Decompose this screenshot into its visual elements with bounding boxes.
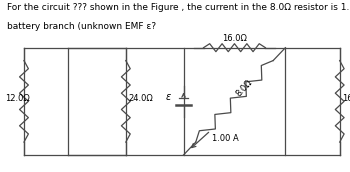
Text: 24.0Ω: 24.0Ω (128, 94, 153, 103)
Text: For the circuit ??? shown in the Figure , the current in the 8.0Ω resistor is 1.: For the circuit ??? shown in the Figure … (7, 3, 350, 12)
Text: 16.0Ω: 16.0Ω (222, 34, 247, 43)
Text: 1.00 A: 1.00 A (212, 133, 239, 143)
Text: battery branch (unknown EMF ε?: battery branch (unknown EMF ε? (7, 22, 156, 31)
Text: 16.0Ω: 16.0Ω (342, 94, 350, 103)
Text: ε: ε (166, 92, 171, 102)
Text: 12.0Ω: 12.0Ω (5, 94, 30, 103)
Text: 8.0Ω: 8.0Ω (234, 78, 254, 98)
